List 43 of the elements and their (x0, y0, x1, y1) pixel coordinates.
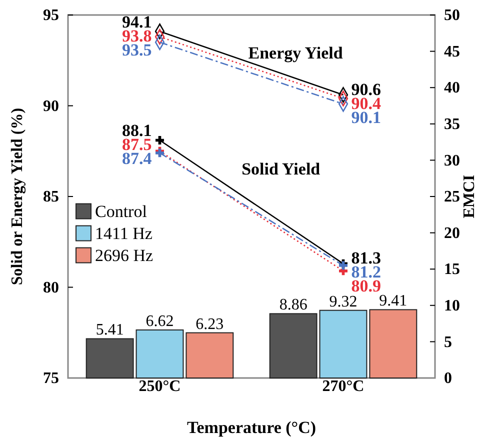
data-label: 5.41 (96, 322, 124, 339)
y2-axis-title: EMCI (461, 174, 478, 218)
y-tick-label: 90 (43, 98, 59, 115)
data-label: 6.23 (196, 316, 224, 333)
x-tick-label: 270°C (322, 378, 364, 395)
y-tick-label: 80 (43, 279, 59, 296)
y2-tick-label: 0 (444, 370, 452, 388)
data-label: 94.1 (122, 12, 152, 32)
y2-tick-label: 15 (444, 261, 460, 278)
bar (269, 313, 318, 378)
bar (369, 309, 418, 378)
data-label: 87.4 (122, 149, 152, 168)
bar (186, 332, 234, 378)
y-tick-label: 95 (43, 7, 59, 24)
legend-label: 2696 Hz (95, 246, 154, 265)
annotation: Solid Yield (242, 160, 321, 179)
y2-tick-label: 10 (444, 298, 460, 315)
y-axis-title: Solid or Energy Yield (%) (9, 108, 26, 286)
x-axis-title: Temperature (°C) (186, 418, 316, 437)
y2-tick-label: 35 (444, 116, 460, 134)
legend-label: 1411 Hz (95, 224, 153, 243)
y2-tick-label: 40 (444, 80, 460, 97)
data-label: 80.9 (351, 276, 381, 296)
data-label: 9.41 (379, 292, 408, 310)
data-label: 90.6 (351, 80, 381, 99)
y2-tick-label: 50 (444, 7, 460, 24)
bar (86, 338, 134, 378)
y2-tick-label: 45 (444, 43, 460, 60)
y2-tick-label: 30 (444, 152, 460, 170)
data-label: 9.32 (329, 293, 358, 310)
legend-label: Control (95, 202, 148, 221)
x-tick-label: 250°C (138, 378, 181, 395)
y-tick-label: 85 (43, 188, 59, 206)
y2-tick-label: 20 (444, 224, 460, 242)
data-label: 8.86 (279, 296, 308, 314)
annotation: Energy Yield (248, 44, 344, 63)
data-label: 6.62 (146, 312, 174, 330)
y2-tick-label: 25 (444, 188, 460, 206)
bar (136, 329, 184, 378)
point (156, 136, 164, 144)
y-tick-label: 75 (43, 370, 59, 388)
y2-tick-label: 5 (444, 334, 452, 351)
bar (319, 310, 368, 378)
